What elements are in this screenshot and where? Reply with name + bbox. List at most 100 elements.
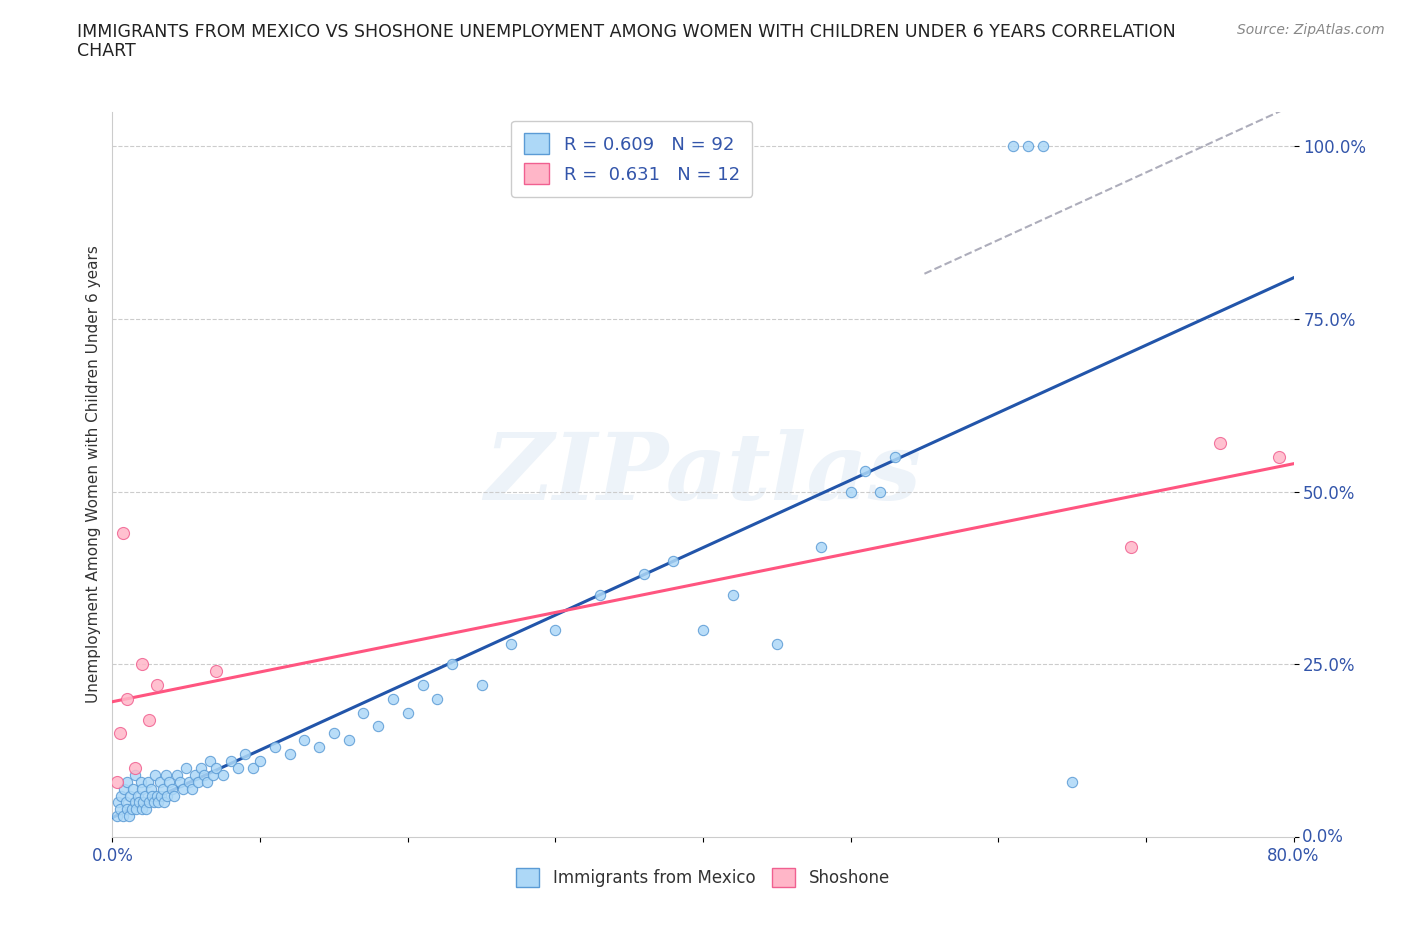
- Point: [226, 761, 249, 776]
- Point: [127, 788, 149, 803]
- Point: [249, 753, 271, 768]
- Point: [108, 802, 131, 817]
- Point: [166, 767, 188, 782]
- Point: [120, 788, 142, 803]
- Point: [426, 691, 449, 706]
- Point: [172, 781, 194, 796]
- Legend: Immigrants from Mexico, Shoshone: Immigrants from Mexico, Shoshone: [509, 861, 897, 894]
- Text: 0.0%: 0.0%: [1302, 828, 1344, 846]
- Point: [544, 622, 567, 637]
- Point: [352, 705, 374, 720]
- Point: [112, 781, 135, 796]
- Point: [138, 795, 160, 810]
- Point: [308, 739, 330, 754]
- Point: [107, 795, 129, 810]
- Point: [470, 678, 494, 693]
- Point: [411, 678, 433, 693]
- Point: [148, 795, 170, 810]
- Point: [139, 781, 162, 796]
- Point: [205, 664, 228, 679]
- Y-axis label: Unemployment Among Women with Children Under 6 years: Unemployment Among Women with Children U…: [86, 246, 101, 703]
- Point: [156, 788, 179, 803]
- Point: [205, 761, 228, 776]
- Point: [160, 781, 183, 796]
- Point: [396, 705, 419, 720]
- Point: [242, 761, 264, 776]
- Point: [141, 788, 163, 803]
- Point: [117, 802, 138, 817]
- Point: [323, 726, 346, 741]
- Point: [855, 463, 877, 478]
- Point: [633, 567, 655, 582]
- Point: [138, 712, 160, 727]
- Point: [122, 781, 145, 796]
- Point: [150, 788, 173, 803]
- Point: [131, 802, 153, 817]
- Point: [187, 775, 209, 790]
- Point: [169, 775, 191, 790]
- Point: [839, 485, 862, 499]
- Point: [198, 753, 221, 768]
- Point: [766, 636, 789, 651]
- Point: [128, 795, 150, 810]
- Point: [174, 761, 197, 776]
- Point: [181, 781, 204, 796]
- Point: [184, 767, 207, 782]
- Point: [292, 733, 315, 748]
- Point: [136, 775, 159, 790]
- Point: [131, 657, 153, 671]
- Point: [163, 788, 186, 803]
- Point: [1119, 539, 1142, 554]
- Point: [337, 733, 360, 748]
- Point: [117, 775, 138, 790]
- Point: [124, 767, 146, 782]
- Point: [129, 775, 152, 790]
- Point: [810, 539, 832, 554]
- Point: [264, 739, 287, 754]
- Point: [382, 691, 405, 706]
- Point: [1032, 139, 1054, 153]
- Point: [142, 795, 165, 810]
- Text: ZIPatlas: ZIPatlas: [485, 430, 921, 519]
- Point: [1062, 775, 1084, 790]
- Point: [135, 802, 157, 817]
- Point: [124, 761, 146, 776]
- Point: [501, 636, 523, 651]
- Point: [125, 802, 148, 817]
- Text: CHART: CHART: [77, 42, 136, 60]
- Point: [131, 781, 153, 796]
- Point: [179, 775, 201, 790]
- Point: [110, 788, 132, 803]
- Point: [132, 795, 155, 810]
- Text: IMMIGRANTS FROM MEXICO VS SHOSHONE UNEMPLOYMENT AMONG WOMEN WITH CHILDREN UNDER : IMMIGRANTS FROM MEXICO VS SHOSHONE UNEMP…: [77, 23, 1175, 41]
- Point: [149, 775, 172, 790]
- Point: [233, 747, 256, 762]
- Point: [152, 781, 174, 796]
- Point: [1208, 436, 1232, 451]
- Point: [1001, 139, 1024, 153]
- Point: [114, 795, 136, 810]
- Point: [124, 795, 146, 810]
- Point: [105, 775, 128, 790]
- Point: [190, 761, 212, 776]
- Point: [219, 753, 242, 768]
- Point: [1017, 139, 1039, 153]
- Point: [108, 726, 131, 741]
- Point: [201, 767, 224, 782]
- Point: [155, 767, 177, 782]
- Point: [367, 719, 389, 734]
- Point: [195, 775, 218, 790]
- Point: [146, 678, 169, 693]
- Point: [588, 588, 610, 603]
- Point: [121, 802, 143, 817]
- Text: Source: ZipAtlas.com: Source: ZipAtlas.com: [1237, 23, 1385, 37]
- Point: [153, 795, 176, 810]
- Point: [105, 809, 128, 824]
- Point: [146, 788, 169, 803]
- Point: [157, 775, 180, 790]
- Point: [662, 553, 685, 568]
- Point: [111, 525, 134, 540]
- Point: [869, 485, 891, 499]
- Point: [118, 809, 141, 824]
- Point: [134, 788, 156, 803]
